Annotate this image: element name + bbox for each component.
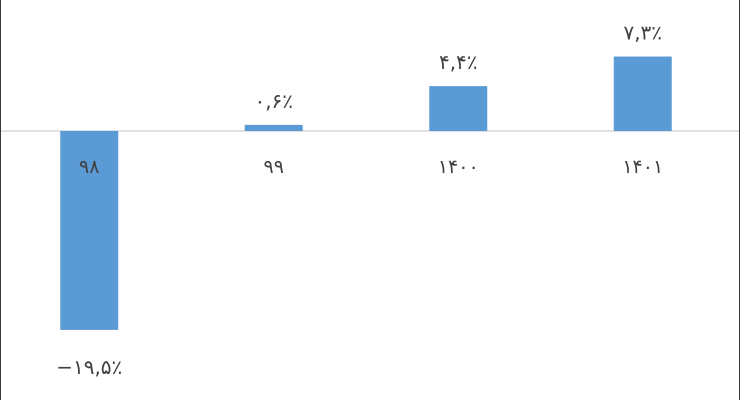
value-label-2: ۴,۴٪ bbox=[439, 50, 478, 74]
value-label-1: ۰,۶٪ bbox=[254, 89, 293, 113]
bars-group bbox=[60, 56, 672, 330]
category-label-1: ۹۹ bbox=[264, 156, 284, 178]
category-label-3: ۱۴۰۱ bbox=[622, 156, 663, 178]
bar-3 bbox=[613, 56, 672, 131]
bar-2 bbox=[429, 86, 488, 131]
value-labels-group: −۱۹,۵٪ ۰,۶٪ ۴,۴٪ ۷,۳٪ bbox=[56, 21, 662, 379]
category-label-2: ۱۴۰۰ bbox=[438, 156, 479, 178]
value-label-3: ۷,۳٪ bbox=[623, 21, 662, 45]
bar-0 bbox=[60, 131, 119, 330]
category-labels-group: ۹۸ ۹۹ ۱۴۰۰ ۱۴۰۱ bbox=[79, 156, 663, 178]
bar-1 bbox=[244, 124, 303, 131]
category-label-0: ۹۸ bbox=[79, 156, 99, 178]
value-label-0: −۱۹,۵٪ bbox=[56, 355, 122, 379]
